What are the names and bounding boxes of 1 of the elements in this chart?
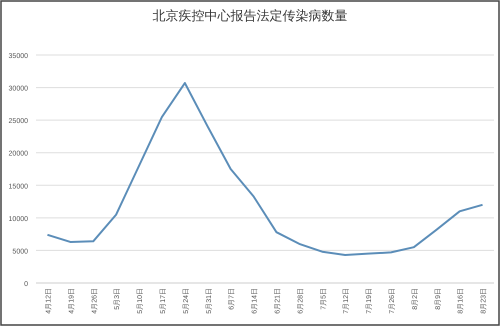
title: 北京疾控中心报告法定传染病数量 — [152, 8, 348, 23]
